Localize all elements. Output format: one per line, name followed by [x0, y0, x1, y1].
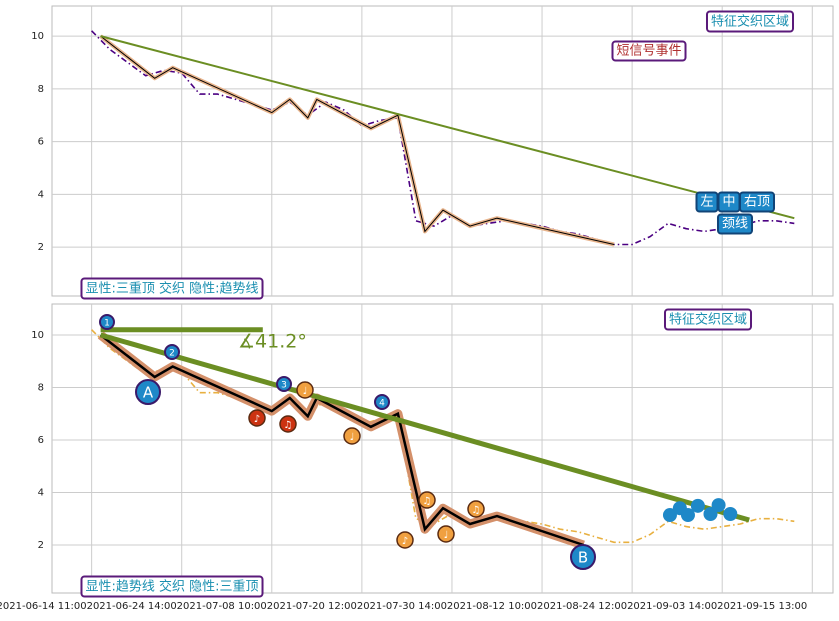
pivot-marker	[374, 394, 390, 410]
pivot-marker	[276, 376, 292, 392]
feature-point	[723, 506, 738, 521]
note-marker	[437, 525, 455, 543]
note-label: ♩	[303, 386, 308, 397]
annotation: 显性:趋势线 交织 隐性:三重顶	[85, 579, 258, 595]
note-label: ♫	[472, 505, 481, 516]
y-tick-label: 6	[38, 137, 44, 148]
y-tick-label: 8	[38, 382, 44, 393]
note-marker	[418, 491, 436, 509]
annotation-box	[716, 213, 754, 235]
note-marker	[296, 381, 314, 399]
pivot-marker	[570, 544, 596, 570]
annotation: 左	[700, 195, 713, 210]
y-tick-label: 4	[38, 487, 44, 498]
pivot-marker	[99, 314, 115, 330]
note-label: ♫	[284, 420, 293, 431]
note-marker	[248, 409, 266, 427]
y-tick-label: 10	[31, 330, 44, 341]
annotation: 显性:三重顶 交织 隐性:趋势线	[85, 281, 258, 297]
y-tick-label: 10	[31, 31, 44, 42]
note-label: ♪	[402, 536, 408, 547]
annotation-box	[738, 191, 776, 213]
annotation: 短信号事件	[616, 44, 681, 59]
plot-area	[51, 5, 834, 297]
series-line	[91, 30, 795, 246]
panel: 2 4 6 8 10	[31, 5, 834, 297]
annotation: 颈线	[722, 217, 748, 232]
feature-point	[662, 508, 677, 523]
pivot-label: 2	[169, 349, 175, 359]
note-marker	[467, 500, 485, 518]
y-tick-label: 8	[38, 84, 44, 95]
note-label: ♩	[350, 432, 355, 443]
pivot-label: B	[578, 549, 588, 567]
series-line	[99, 332, 750, 523]
x-tick-label: 2021-09-03 14:00	[627, 601, 717, 612]
x-tick-label: 2021-07-20 12:00	[267, 601, 357, 612]
note-label: ♫	[423, 496, 432, 507]
feature-point	[711, 498, 726, 513]
y-tick-label: 2	[38, 540, 44, 551]
zigzag-core	[100, 35, 615, 245]
annotation-box	[80, 575, 264, 598]
x-tick-label: 2021-07-30 14:00	[357, 601, 447, 612]
pivot-label: A	[143, 384, 154, 402]
annotation: 特征交织区域	[669, 312, 747, 328]
x-tick-label: 2021-08-24 12:00	[537, 601, 627, 612]
pivot-marker	[164, 344, 180, 360]
zigzag-core	[99, 334, 584, 547]
note-marker	[279, 415, 297, 433]
annotation-box	[80, 277, 264, 300]
series-line	[100, 35, 795, 220]
annotation: 中	[722, 195, 735, 210]
note-marker	[343, 427, 361, 445]
y-tick-label: 6	[38, 435, 44, 446]
feature-point	[703, 506, 718, 521]
pivot-marker	[135, 379, 161, 405]
annotation-box	[663, 308, 753, 331]
pivot-label: 4	[379, 399, 385, 409]
x-tick-label: 2021-08-12 10:00	[447, 601, 537, 612]
annotation: 右顶	[744, 195, 770, 210]
note-label: ♩	[444, 530, 449, 541]
x-tick-label: 2021-06-24 14:00	[87, 601, 177, 612]
angle-label: ∡41.2°	[238, 331, 307, 353]
note-label: ♪	[254, 414, 260, 425]
feature-point	[680, 508, 695, 523]
x-tick-label: 2021-06-14 11:00	[0, 601, 87, 612]
x-tick-label: 2021-09-15 13:00	[717, 601, 807, 612]
annotation-box	[611, 40, 687, 62]
pivot-label: 1	[104, 319, 110, 329]
x-tick-label: 2021-07-08 10:00	[177, 601, 267, 612]
y-tick-label: 4	[38, 189, 44, 200]
annotation-box	[705, 10, 795, 33]
series-line	[91, 329, 795, 544]
note-marker	[396, 531, 414, 549]
pivot-label: 3	[281, 381, 287, 391]
annotation: 特征交织区域	[711, 14, 789, 30]
y-tick-label: 2	[38, 242, 44, 253]
feature-point	[690, 498, 705, 513]
